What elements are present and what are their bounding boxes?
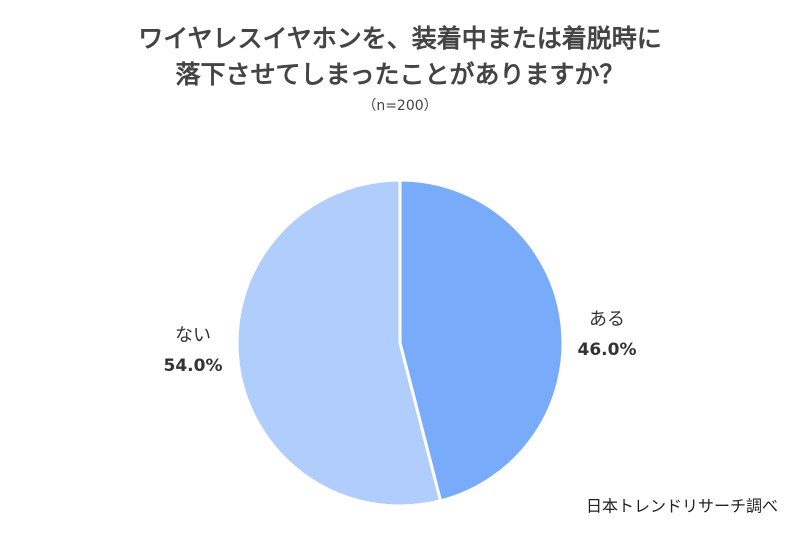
slice-value-label: 46.0% bbox=[578, 340, 637, 360]
chart-title: ワイヤレスイヤホンを、装着中または着脱時に bbox=[138, 24, 662, 53]
chart-title: 落下させてしまったことがありますか？ bbox=[175, 60, 624, 89]
slice-label: ない bbox=[175, 325, 211, 346]
slice-label: ある bbox=[589, 309, 625, 330]
pie-slice bbox=[235, 178, 443, 508]
chart-subtitle: （n=200） bbox=[362, 98, 437, 114]
pie-slice bbox=[398, 178, 565, 503]
source-note: 日本トレンドリサーチ調べ bbox=[586, 497, 778, 516]
slice-value-label: 54.0% bbox=[164, 356, 223, 376]
